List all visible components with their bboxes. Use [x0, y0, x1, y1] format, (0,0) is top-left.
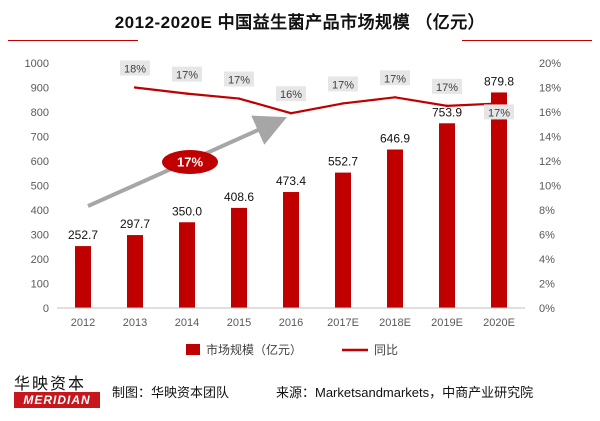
logo-badge: MERIDIAN: [14, 392, 100, 408]
logo-text: 华映资本: [14, 374, 87, 393]
bar: [335, 172, 351, 308]
y-left-tick-label: 1000: [25, 58, 49, 70]
bar-value-label: 879.8: [484, 74, 514, 88]
x-tick-label: 2015: [227, 317, 251, 329]
legend-label-line: 同比: [374, 343, 398, 357]
x-tick-label: 2017E: [327, 317, 359, 329]
bar: [283, 192, 299, 308]
chart-title: 2012-2020E 中国益生菌产品市场规模 （亿元）: [114, 13, 486, 32]
growth-point: [497, 102, 501, 105]
x-tick-label: 2012: [71, 317, 95, 329]
x-tick-label: 2020E: [483, 317, 515, 329]
y-left-tick-label: 0: [43, 303, 49, 315]
title-rule-left: [8, 40, 138, 41]
legend-label-bar: 市场规模（亿元）: [206, 342, 302, 357]
growth-label-box: [224, 71, 254, 87]
bar-value-label: 408.6: [224, 190, 254, 204]
bar: [439, 123, 455, 309]
y-right-tick-label: 2%: [539, 279, 555, 291]
bar: [127, 235, 143, 308]
growth-label-box: [172, 66, 202, 82]
y-left-tick-label: 100: [31, 279, 49, 291]
growth-label: 16%: [280, 89, 302, 101]
bar: [75, 246, 91, 308]
source-credit: 来源：Marketsandmarkets，中商产业研究院: [276, 385, 534, 400]
x-tick-label: 2018E: [379, 317, 411, 329]
growth-label: 17%: [488, 107, 510, 119]
growth-point: [185, 92, 189, 95]
y-right-tick-label: 20%: [539, 58, 561, 70]
growth-point: [237, 97, 241, 100]
growth-label: 17%: [332, 79, 354, 91]
y-right-tick-label: 0%: [539, 303, 555, 315]
bar: [491, 92, 507, 308]
bar-value-label: 350.0: [172, 204, 202, 218]
growth-point: [341, 102, 345, 105]
x-tick-label: 2019E: [431, 317, 463, 329]
growth-label: 17%: [228, 75, 250, 87]
growth-point: [289, 112, 293, 115]
chart: 0 100 200 300 400 500 600 700 800 900 1000 0% 2% 4% 6%…: [25, 58, 562, 357]
trend-badge-label: 17%: [177, 155, 203, 170]
bar-value-label: 753.9: [432, 105, 462, 119]
trend-badge: [162, 150, 218, 175]
x-tick-label: 2013: [123, 317, 147, 329]
growth-label: 17%: [436, 82, 458, 94]
y-right-tick-label: 6%: [539, 230, 555, 242]
growth-line: [134, 86, 500, 115]
growth-label-box: [276, 86, 306, 102]
y-right-tick-label: 18%: [539, 83, 561, 95]
growth-label: 18%: [124, 64, 146, 76]
bar: [179, 222, 195, 308]
footer: 华映资本 MERIDIAN 制图：华映资本团队 来源：Marketsandmar…: [0, 368, 600, 421]
y-left-tick-label: 600: [31, 156, 49, 168]
x-tick-label: 2016: [279, 317, 303, 329]
y-left-tick-label: 200: [31, 254, 49, 266]
maker-credit: 制图：华映资本团队: [112, 385, 230, 400]
y-left-tick-label: 700: [31, 132, 49, 144]
y-right-tick-label: 14%: [539, 132, 561, 144]
y-right-tick-label: 4%: [539, 254, 555, 266]
x-tick-label: 2014: [175, 317, 199, 329]
y-right-tick-label: 12%: [539, 156, 561, 168]
growth-point: [393, 96, 397, 99]
y-left-tick-label: 900: [31, 83, 49, 95]
y-left-tick-label: 500: [31, 181, 49, 193]
growth-point: [445, 104, 449, 108]
growth-label-box: [432, 78, 462, 94]
growth-label-box: [328, 76, 358, 92]
y-right-tick-label: 16%: [539, 107, 561, 119]
title-rule-right: [462, 40, 592, 41]
bar-value-label: 297.7: [120, 217, 150, 231]
legend-swatch-bar: [186, 344, 200, 355]
growth-label-box: [120, 60, 150, 76]
bar: [231, 207, 247, 308]
bar-value-label: 252.7: [68, 228, 98, 242]
bar-value-label: 552.7: [328, 155, 358, 169]
growth-label: 17%: [176, 70, 198, 82]
growth-label: 17%: [384, 73, 406, 85]
y-right-tick-label: 10%: [539, 181, 561, 193]
y-left-tick-label: 400: [31, 205, 49, 217]
growth-point: [133, 86, 137, 89]
bar-value-label: 473.4: [276, 174, 306, 188]
growth-label-box: [484, 104, 514, 120]
y-left-tick-label: 800: [31, 107, 49, 119]
y-right-tick-label: 8%: [539, 205, 555, 217]
growth-label-box: [380, 70, 410, 86]
bar-value-label: 646.9: [380, 132, 410, 146]
bar: [387, 149, 403, 308]
y-left-tick-label: 300: [31, 230, 49, 242]
